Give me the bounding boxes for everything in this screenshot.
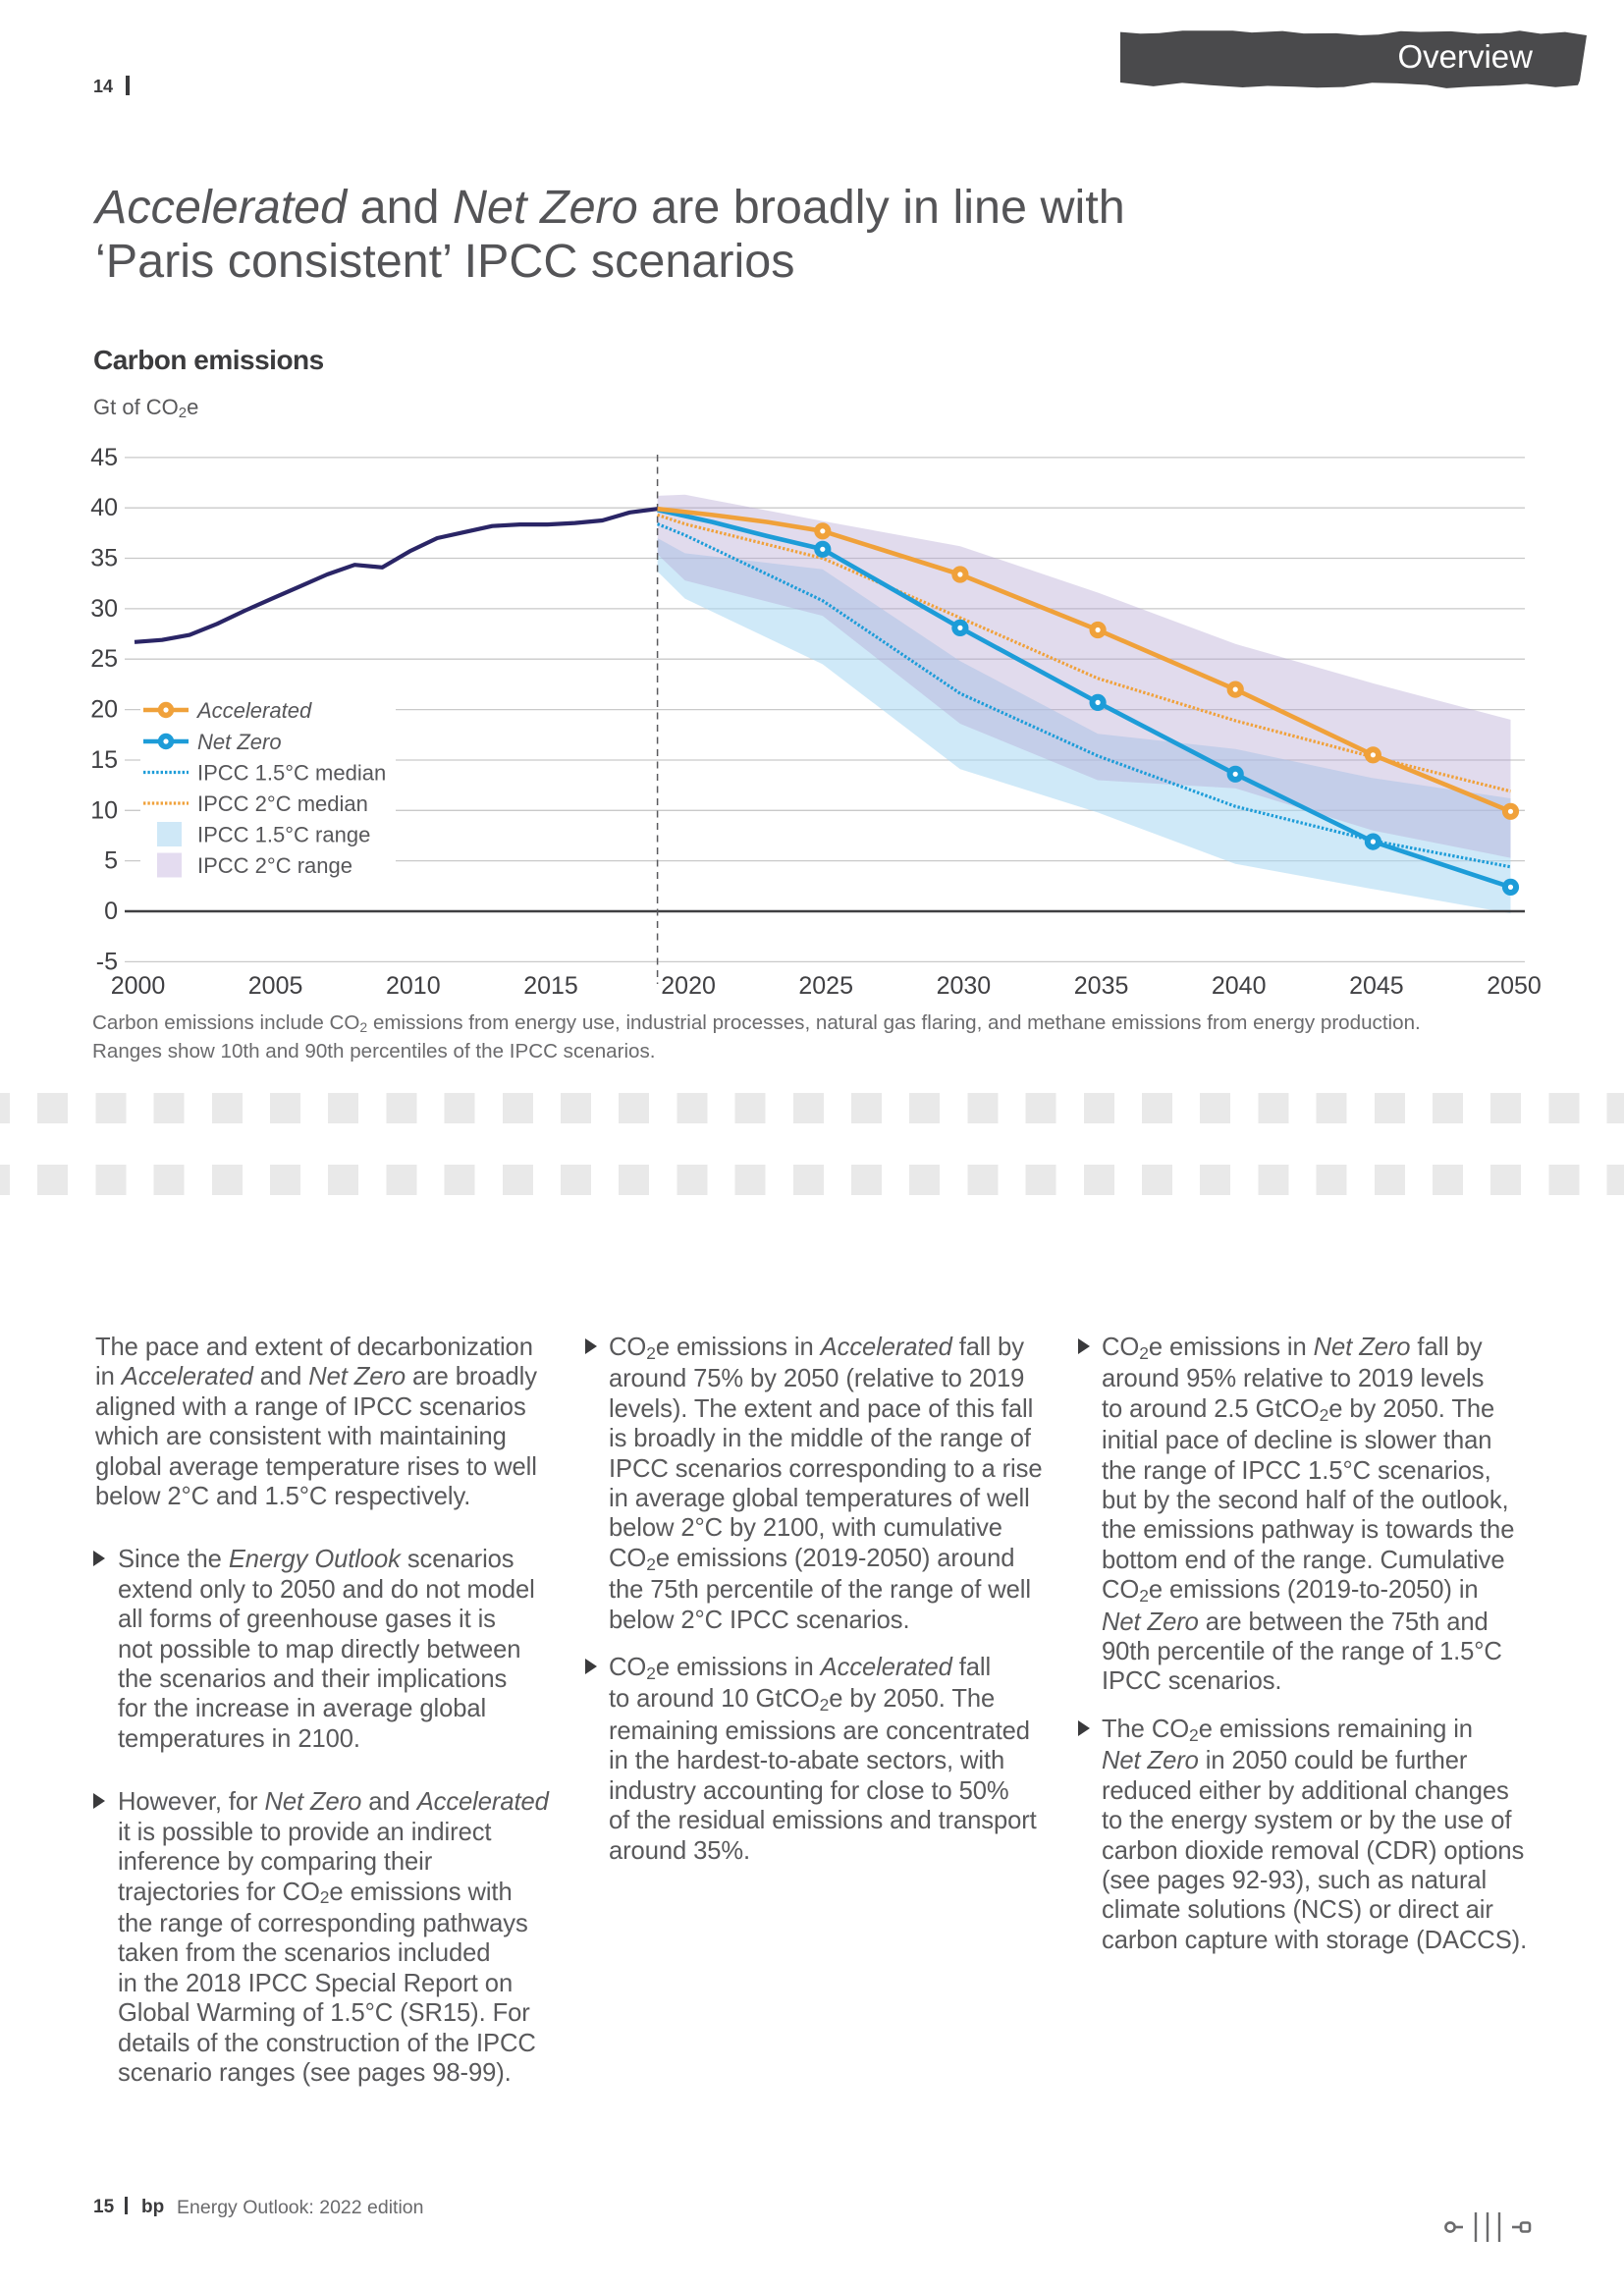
svg-text:IPCC 1.5°C median: IPCC 1.5°C median — [197, 761, 386, 786]
svg-text:35: 35 — [90, 545, 118, 572]
svg-text:2045: 2045 — [1349, 972, 1404, 1000]
svg-text:Overview: Overview — [1397, 38, 1533, 75]
svg-text:IPCC 2°C range: IPCC 2°C range — [197, 853, 352, 878]
svg-text:2010: 2010 — [386, 972, 441, 1000]
svg-text:5: 5 — [104, 847, 118, 875]
svg-text:Net Zero: Net Zero — [197, 730, 282, 754]
svg-text:2030: 2030 — [937, 972, 992, 1000]
svg-text:2050: 2050 — [1487, 972, 1542, 1000]
svg-text:2000: 2000 — [111, 972, 166, 1000]
svg-text:2035: 2035 — [1074, 972, 1129, 1000]
svg-text:2025: 2025 — [798, 972, 853, 1000]
svg-text:0: 0 — [104, 898, 118, 925]
svg-text:2005: 2005 — [248, 972, 303, 1000]
svg-text:Accelerated: Accelerated — [195, 698, 312, 723]
svg-text:2015: 2015 — [523, 972, 578, 1000]
svg-text:30: 30 — [90, 595, 118, 623]
svg-text:IPCC 2°C median: IPCC 2°C median — [197, 791, 368, 816]
svg-text:45: 45 — [90, 444, 118, 471]
svg-text:2040: 2040 — [1212, 972, 1267, 1000]
svg-text:15: 15 — [90, 746, 118, 774]
svg-text:2020: 2020 — [661, 972, 716, 1000]
svg-text:IPCC 1.5°C range: IPCC 1.5°C range — [197, 823, 370, 847]
svg-text:25: 25 — [90, 645, 118, 673]
svg-text:-5: -5 — [96, 948, 118, 975]
svg-text:40: 40 — [90, 494, 118, 521]
svg-text:10: 10 — [90, 796, 118, 824]
svg-text:20: 20 — [90, 696, 118, 724]
